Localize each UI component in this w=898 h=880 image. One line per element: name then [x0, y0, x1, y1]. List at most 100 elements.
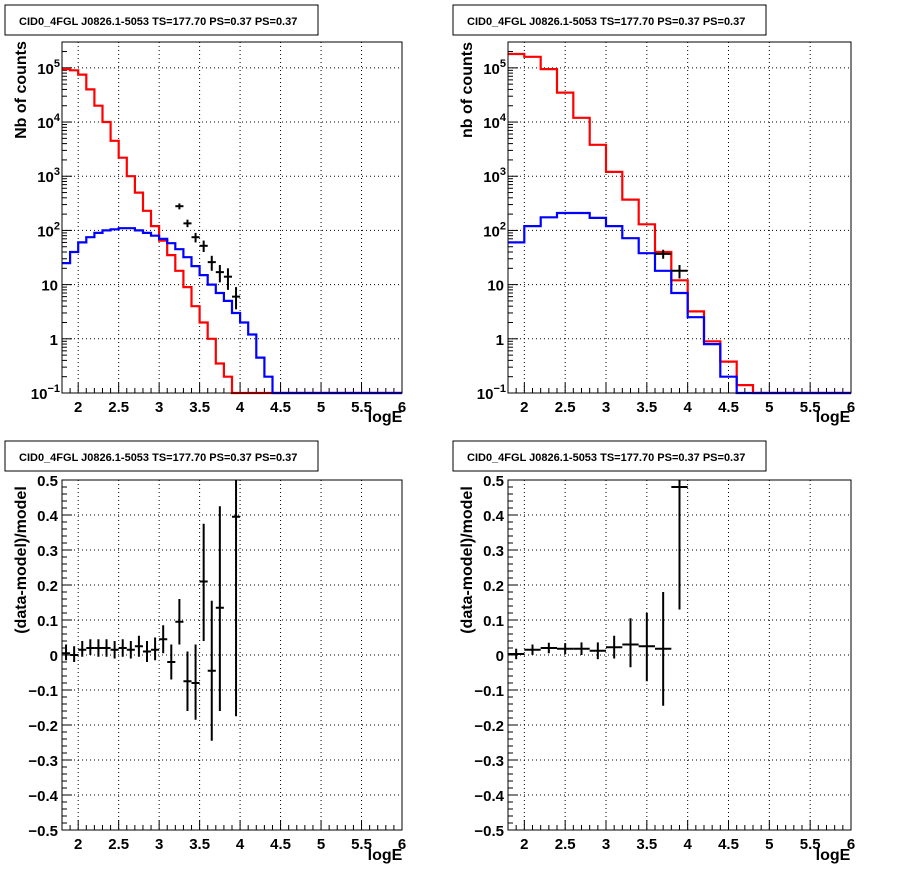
y-tick-label: 0.5 [483, 473, 504, 490]
data-point [232, 287, 241, 310]
data-point [94, 639, 103, 657]
y-tick-label: −0.5 [474, 823, 504, 840]
data-point [142, 641, 152, 662]
y-tick-label: 0.5 [37, 473, 58, 490]
y-tick-label: 10−1 [477, 383, 506, 403]
data-point [151, 637, 160, 661]
chart-title: CID0_4FGL J0826.1-5053 TS=177.70 PS=0.37… [19, 16, 297, 28]
x-tick-label: 4 [236, 399, 245, 416]
x-axis-label: logE [368, 409, 403, 426]
data-point [134, 635, 143, 657]
data-point [223, 268, 232, 290]
x-tick-label: 2 [520, 399, 528, 416]
series-line-red [62, 68, 402, 395]
x-axis-label: logE [368, 847, 403, 864]
y-tick-label: 0.4 [37, 508, 59, 525]
x-tick-label: 5 [765, 836, 773, 853]
y-tick-label: −0.1 [474, 683, 504, 700]
data-point [191, 644, 200, 720]
x-tick-label: 4.5 [270, 399, 291, 416]
title-box [4, 4, 319, 36]
data-point [606, 635, 623, 659]
x-tick-label: 3.5 [189, 836, 210, 853]
x-tick-label: 4.5 [718, 399, 739, 416]
plot-frame [507, 41, 852, 394]
title-box [452, 440, 767, 472]
x-tick-label: 3 [155, 836, 163, 853]
data-point [215, 506, 224, 711]
y-axis-label: Nb of counts [13, 41, 30, 139]
chart-panel-4: 2 2.5 3 3.5 4 4.5 5 5.5 6 −0.5 −0.4 −0.3 −0.2 −0.1 0 0.… [452, 440, 855, 864]
y-tick-label: 105 [37, 58, 60, 78]
data-point [573, 642, 590, 655]
y-tick-label: 104 [37, 112, 61, 132]
data-point [589, 642, 606, 660]
data-point [540, 642, 557, 654]
y-tick-label: 102 [483, 220, 506, 240]
y-tick-label: 10 [41, 278, 58, 295]
data-point [671, 480, 688, 610]
data-point [175, 203, 184, 210]
x-tick-label: 2 [74, 399, 82, 416]
y-tick-label: 104 [483, 112, 507, 132]
y-axis-label: (data-model)/model [459, 486, 476, 634]
y-tick-label: 0.1 [37, 613, 58, 630]
data-point [70, 646, 79, 662]
y-tick-label: 0.3 [37, 543, 58, 560]
x-tick-label: 5.5 [800, 399, 821, 416]
y-tick-label: 0 [496, 648, 504, 665]
y-axis-label: nb of counts [459, 42, 476, 138]
y-tick-label: −0.1 [28, 683, 58, 700]
data-point [508, 648, 525, 660]
y-tick-label: 0 [50, 648, 58, 665]
data-point [199, 523, 208, 641]
data-point [207, 255, 216, 271]
x-tick-label: 2.5 [555, 836, 576, 853]
x-axis-label: logE [816, 847, 851, 864]
x-tick-label: 6 [398, 836, 406, 853]
x-axis-label: logE [816, 409, 851, 426]
data-point [86, 639, 95, 655]
x-tick-label: 2.5 [555, 399, 576, 416]
x-tick-label: 5.5 [351, 399, 372, 416]
x-tick-label: 5 [317, 399, 325, 416]
x-tick-label: 6 [398, 399, 406, 416]
y-tick-label: −0.5 [28, 823, 58, 840]
x-tick-label: 5 [317, 836, 325, 853]
x-tick-label: 6 [847, 836, 855, 853]
data-point [78, 641, 87, 657]
chart-title: CID0_4FGL J0826.1-5053 TS=177.70 PS=0.37… [467, 16, 745, 28]
data-point [183, 651, 192, 711]
data-point [191, 232, 200, 243]
y-tick-label: −0.3 [28, 753, 58, 770]
x-tick-label: 4.5 [270, 836, 291, 853]
y-tick-label: 10 [487, 278, 504, 295]
chart-panel-2: 2 2.5 3 3.5 4 4.5 5 5.5 6 10−1 1 10 102 103 104 105 logE… [452, 4, 855, 426]
x-tick-label: 3 [602, 836, 610, 853]
y-tick-label: 0.1 [483, 613, 504, 630]
title-box [4, 440, 319, 472]
title-box [452, 4, 767, 36]
data-point [199, 240, 208, 252]
y-tick-label: 0.3 [483, 543, 504, 560]
chart-panel-1: 2 2.5 3 3.5 4 4.5 5 5.5 6 10−1 1 10 102 103 104 105 logE… [4, 4, 406, 426]
data-point [183, 219, 192, 228]
x-tick-label: 4.5 [718, 836, 739, 853]
plot-frame [507, 479, 852, 831]
data-point [126, 641, 135, 659]
y-tick-label: 0.2 [37, 578, 58, 595]
series-line-blue [62, 227, 402, 395]
series-line-red [508, 52, 851, 395]
plot-frame [61, 479, 403, 831]
data-point [638, 613, 655, 682]
data-point [159, 625, 168, 654]
y-tick-label: −0.3 [474, 753, 504, 770]
x-tick-label: 3.5 [636, 399, 657, 416]
y-tick-label: 103 [37, 166, 60, 186]
y-tick-label: −0.2 [28, 718, 58, 735]
y-tick-label: −0.4 [474, 788, 504, 805]
y-tick-label: 1 [50, 332, 58, 349]
x-tick-label: 5.5 [800, 836, 821, 853]
